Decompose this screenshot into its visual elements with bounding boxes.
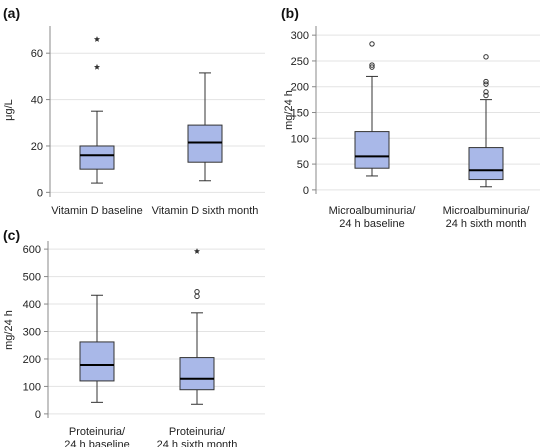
y-tick-label: 150 — [291, 108, 309, 120]
y-tick-label: 400 — [23, 299, 41, 311]
x-category-label: Proteinuria/ — [69, 426, 126, 438]
outlier — [369, 64, 375, 70]
outlier — [483, 89, 489, 95]
y-tick-label: 0 — [35, 409, 41, 421]
outlier — [483, 54, 489, 60]
panel-label: (b) — [281, 5, 299, 21]
y-axis-label: mg/24 h — [3, 310, 15, 350]
x-category-label: Vitamin D sixth month — [152, 205, 259, 217]
outlier — [483, 78, 489, 85]
y-tick-label: 50 — [297, 159, 309, 171]
y-tick-label: 0 — [303, 185, 309, 197]
y-tick-label: 250 — [291, 56, 309, 68]
box-iqr — [354, 131, 390, 169]
outlier-extreme — [193, 248, 201, 254]
box-iqr — [179, 357, 215, 391]
y-tick-label: 20 — [31, 141, 43, 153]
box-iqr — [79, 341, 115, 382]
box-iqr — [79, 145, 115, 170]
outlier — [483, 81, 489, 87]
outlier — [483, 92, 489, 99]
outlier — [369, 62, 375, 68]
y-tick-label: 200 — [23, 354, 41, 366]
x-category-label: Microalbuminuria/ — [443, 205, 531, 217]
y-axis-label: mg/24 h — [283, 90, 295, 130]
outlier-extreme — [93, 63, 101, 70]
y-tick-label: 600 — [23, 244, 41, 256]
outlier — [194, 293, 200, 300]
x-category-label: 24 h sixth month — [157, 439, 238, 447]
y-tick-label: 100 — [291, 133, 309, 145]
panel-label: (c) — [3, 227, 20, 243]
outlier — [194, 288, 200, 295]
box-iqr — [468, 147, 504, 181]
x-category-label: 24 h baseline — [339, 218, 404, 230]
y-tick-label: 0 — [37, 187, 43, 199]
x-category-label: 24 h baseline — [64, 439, 129, 447]
y-tick-label: 60 — [31, 48, 43, 60]
y-tick-label: 500 — [23, 272, 41, 284]
outlier-extreme — [93, 36, 101, 42]
y-axis-label: μg/L — [3, 99, 15, 121]
y-tick-label: 300 — [23, 327, 41, 339]
x-category-label: Proteinuria/ — [169, 426, 226, 438]
x-category-label: Vitamin D baseline — [51, 205, 143, 217]
x-category-label: Microalbuminuria/ — [329, 205, 417, 217]
box-iqr — [187, 124, 223, 163]
y-tick-label: 40 — [31, 95, 43, 107]
y-tick-label: 300 — [291, 30, 309, 42]
y-tick-label: 100 — [23, 381, 41, 393]
y-tick-label: 200 — [291, 82, 309, 94]
outlier — [369, 41, 375, 47]
panel-label: (a) — [3, 5, 20, 21]
x-category-label: 24 h sixth month — [446, 218, 527, 230]
